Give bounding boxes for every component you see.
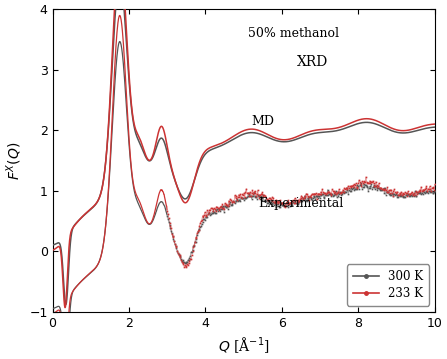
Text: 50% methanol: 50% methanol [248,27,339,40]
Text: Experimental: Experimental [258,197,344,210]
Text: XRD: XRD [297,55,328,69]
Y-axis label: $F^X(Q)$: $F^X(Q)$ [4,141,24,180]
X-axis label: $Q$ [Å$^{-1}$]: $Q$ [Å$^{-1}$] [218,335,270,355]
Legend: 300 K, 233 K: 300 K, 233 K [346,265,429,306]
Text: MD: MD [251,115,274,128]
